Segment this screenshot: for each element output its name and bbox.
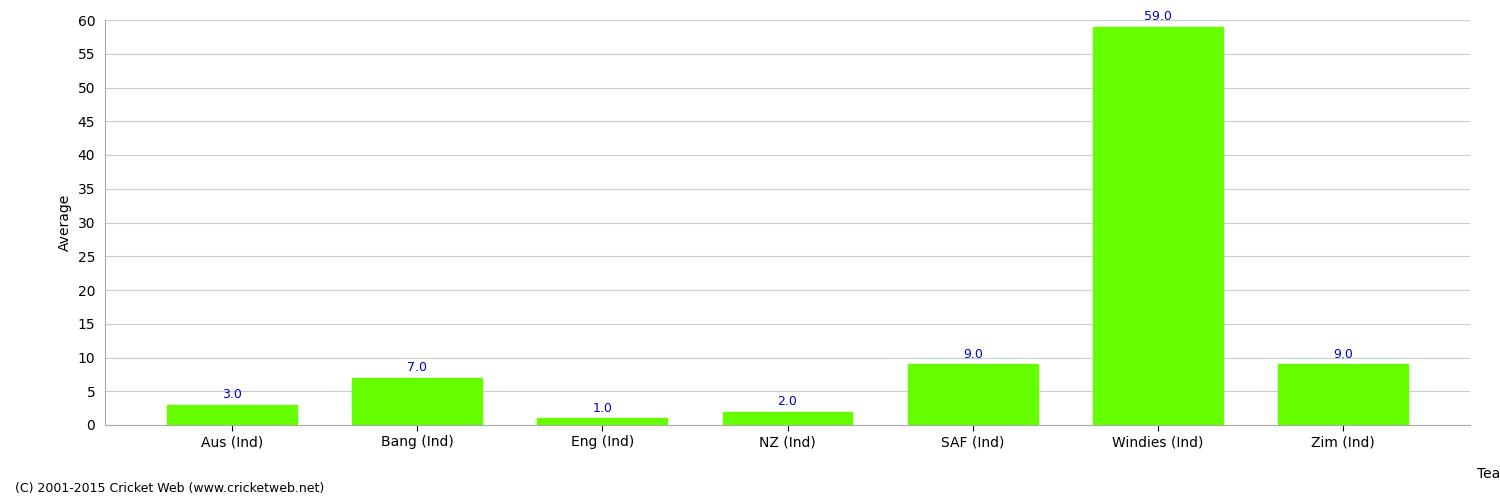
Text: 9.0: 9.0 (963, 348, 982, 361)
Text: 1.0: 1.0 (592, 402, 612, 415)
Bar (537, 418, 668, 425)
Text: 2.0: 2.0 (777, 395, 798, 408)
Bar (1094, 26, 1222, 425)
Text: 7.0: 7.0 (406, 362, 427, 374)
Text: Team: Team (1478, 466, 1500, 480)
Bar (166, 405, 297, 425)
Text: 59.0: 59.0 (1144, 10, 1172, 24)
Bar (908, 364, 1038, 425)
Bar (723, 412, 852, 425)
Text: 9.0: 9.0 (1334, 348, 1353, 361)
Text: 3.0: 3.0 (222, 388, 242, 402)
Text: (C) 2001-2015 Cricket Web (www.cricketweb.net): (C) 2001-2015 Cricket Web (www.cricketwe… (15, 482, 324, 495)
Bar (1278, 364, 1408, 425)
Bar (352, 378, 482, 425)
Y-axis label: Average: Average (58, 194, 72, 251)
